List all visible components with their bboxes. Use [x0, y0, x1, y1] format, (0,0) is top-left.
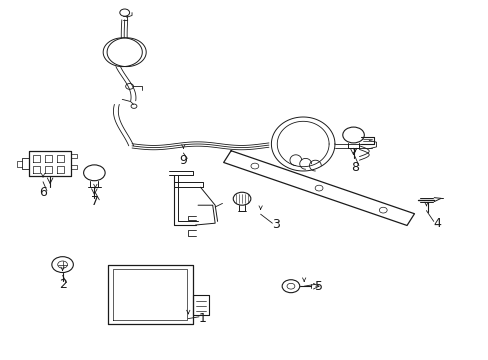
Text: 8: 8 — [350, 161, 358, 174]
Text: 7: 7 — [91, 195, 99, 208]
Text: 1: 1 — [199, 312, 206, 325]
Text: 3: 3 — [272, 219, 280, 231]
Text: 6: 6 — [39, 186, 47, 199]
Text: 5: 5 — [314, 280, 322, 293]
Text: 9: 9 — [179, 154, 187, 167]
Text: 2: 2 — [59, 278, 66, 291]
Text: 4: 4 — [433, 217, 441, 230]
